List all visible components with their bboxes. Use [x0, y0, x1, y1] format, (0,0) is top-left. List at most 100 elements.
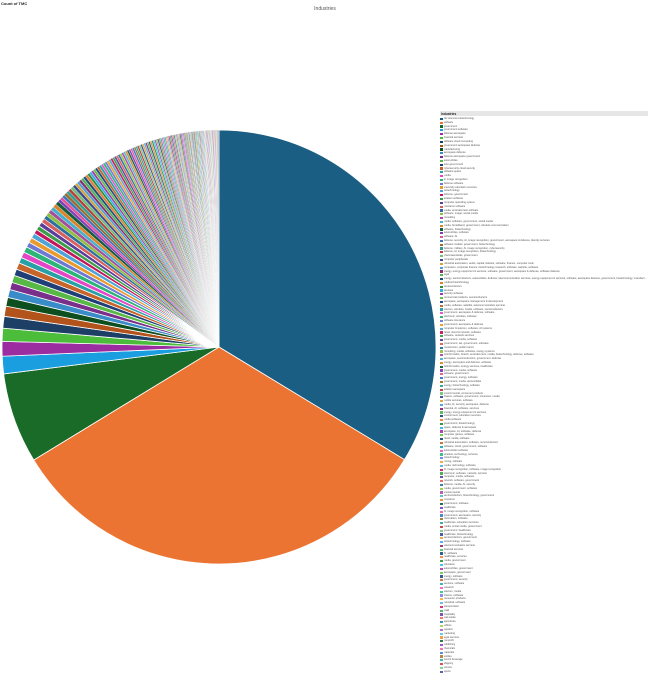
- legend-swatch: [440, 392, 443, 395]
- legend-swatch: [440, 403, 443, 406]
- legend-item: environmental, consumer products: [440, 392, 648, 396]
- legend-item: defense software: [440, 182, 648, 186]
- legend-item: semiconductors: [440, 285, 648, 289]
- legend-swatch: [440, 205, 443, 208]
- legend-item: automobiles: [440, 159, 648, 163]
- legend-item: telecom, wireless, media, software, semi…: [440, 308, 648, 312]
- legend-item: media, government: [440, 559, 648, 563]
- legend-swatch: [440, 319, 443, 323]
- legend-swatch: [440, 327, 443, 330]
- legend-item: nonprofit: [440, 639, 648, 643]
- legend-swatch: [440, 300, 443, 303]
- legend-swatch: [440, 361, 443, 364]
- legend-item: semiconductors, government: [440, 536, 648, 540]
- legend-item: financial services: [440, 548, 648, 552]
- legend-item: telecom, media: [440, 590, 648, 594]
- legend-item: aerospace defense: [440, 151, 648, 155]
- legend-item: aviation software: [440, 197, 648, 201]
- legend-item: software, cloud, government, software: [440, 445, 648, 449]
- legend-swatch: [440, 632, 443, 635]
- legend-item: media: [440, 174, 648, 178]
- legend-swatch: [440, 449, 443, 452]
- legend-swatch: [440, 262, 443, 265]
- legend-item: automobiles, software: [440, 231, 648, 235]
- legend-swatch: [440, 617, 443, 620]
- legend-swatch: [440, 297, 443, 300]
- legend-swatch: [440, 659, 443, 662]
- legend-swatch: [440, 239, 443, 242]
- legend-item: insurance: [440, 498, 648, 502]
- legend-swatch: [440, 293, 443, 296]
- legend-item: auto government: [440, 163, 648, 167]
- legend-item: telecommunication services: [440, 544, 648, 548]
- legend-swatch: [440, 182, 443, 185]
- legend-item: government, biotechnology: [440, 422, 648, 426]
- legend-swatch: [440, 533, 443, 536]
- legend-item: financial, AI, software, services: [440, 407, 648, 411]
- legend-item: AI, software: [440, 552, 648, 556]
- legend-swatch: [440, 438, 443, 441]
- legend-swatch: [440, 399, 443, 403]
- legend-item: computer peripherals: [440, 258, 648, 262]
- legend-swatch: [440, 194, 443, 197]
- legend-swatch: [440, 274, 443, 277]
- legend-item: software models, government, biotechnolo…: [440, 243, 648, 247]
- legend-item: pharmaceuticals, government: [440, 254, 648, 258]
- legend-item: cloud, cloud & network, software: [440, 331, 648, 335]
- legend-item: space, defense & aerospace: [440, 426, 648, 430]
- legend-swatch: [440, 243, 443, 246]
- legend-item: publishing: [440, 643, 648, 647]
- legend-item: software, AI: [440, 235, 648, 239]
- legend-swatch: [440, 415, 443, 418]
- legend-item: media, technology, software: [440, 464, 648, 468]
- legend-item: media, social media, government: [440, 525, 648, 529]
- legend-swatch: [440, 647, 443, 650]
- legend-swatch: [440, 247, 443, 250]
- legend-swatch: [440, 453, 443, 456]
- legend-swatch: [440, 571, 443, 574]
- legend-swatch: [440, 277, 443, 281]
- legend-swatch: [440, 236, 443, 239]
- legend-swatch: [440, 396, 443, 399]
- legend-item: research: [440, 586, 648, 590]
- legend-swatch: [440, 422, 443, 425]
- legend-item: government, healthcare: [440, 529, 648, 533]
- legend-item: media, AI, security, aerospace, defense: [440, 403, 648, 407]
- legend-swatch: [440, 216, 443, 220]
- legend-swatch: [440, 331, 443, 334]
- legend-item: government, aerospace & defense, softwar…: [440, 311, 648, 315]
- legend-swatch: [440, 213, 443, 216]
- legend-swatch: [440, 354, 443, 357]
- legend-item: media, broadband, government, wireless c…: [440, 224, 648, 228]
- legend-item: bioinformatics, energy services, healthc…: [440, 365, 648, 369]
- legend-swatch: [440, 419, 443, 422]
- legend-swatch: [440, 628, 443, 631]
- legend-swatch: [440, 518, 443, 521]
- legend-swatch: [440, 579, 443, 582]
- legend-swatch: [440, 563, 443, 567]
- legend-swatch: [440, 434, 443, 437]
- legend-swatch: [440, 117, 443, 120]
- legend-swatch: [440, 586, 443, 589]
- legend-swatch: [440, 209, 443, 212]
- legend-item: textiles: [440, 655, 648, 659]
- chart-legend: Industries life sciences biotechnology so…: [440, 111, 648, 674]
- legend-item: legal: [440, 273, 648, 277]
- legend-swatch: [440, 159, 443, 162]
- legend-swatch: [440, 525, 443, 528]
- legend-swatch: [440, 609, 443, 612]
- legend-item: computer & telecom, software, AI systems: [440, 327, 648, 331]
- legend-item: information, software: [440, 517, 648, 521]
- bottom-strip: [0, 681, 650, 685]
- legend-item: real estate: [440, 616, 648, 620]
- legend-item: bioinformatics, fintech, entertainment, …: [440, 353, 648, 357]
- legend-swatch: [440, 255, 443, 258]
- legend-swatch: [440, 411, 443, 414]
- legend-swatch: [440, 129, 443, 132]
- legend-item: defense, security, AI, image recognition…: [440, 239, 648, 243]
- legend-item: consulting: [440, 216, 648, 220]
- legend-swatch: [440, 602, 443, 605]
- legend-swatch: [440, 445, 443, 448]
- legend-swatch: [440, 338, 443, 342]
- legend-swatch: [440, 148, 443, 151]
